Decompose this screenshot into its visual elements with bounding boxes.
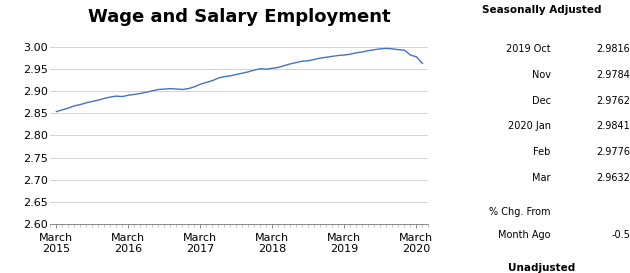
Text: Feb: Feb <box>533 147 551 158</box>
Text: 2.9784: 2.9784 <box>596 70 630 80</box>
Text: % Chg. From: % Chg. From <box>489 207 551 218</box>
Text: 2.9632: 2.9632 <box>596 173 630 183</box>
Text: 2.9776: 2.9776 <box>596 147 630 158</box>
Text: 2.9816: 2.9816 <box>596 44 630 54</box>
Text: 2020 Jan: 2020 Jan <box>508 121 551 132</box>
Text: Nov: Nov <box>532 70 551 80</box>
Text: Wage and Salary Employment: Wage and Salary Employment <box>88 8 391 26</box>
Text: Seasonally Adjusted: Seasonally Adjusted <box>482 5 602 16</box>
Text: 2.9762: 2.9762 <box>596 96 630 106</box>
Text: 2019 Oct: 2019 Oct <box>506 44 551 54</box>
Text: Mar: Mar <box>532 173 551 183</box>
Text: Unadjusted: Unadjusted <box>508 263 575 273</box>
Text: Dec: Dec <box>532 96 551 106</box>
Text: Month Ago: Month Ago <box>498 230 551 239</box>
Text: 2.9841: 2.9841 <box>596 121 630 132</box>
Text: -0.5: -0.5 <box>611 230 630 239</box>
